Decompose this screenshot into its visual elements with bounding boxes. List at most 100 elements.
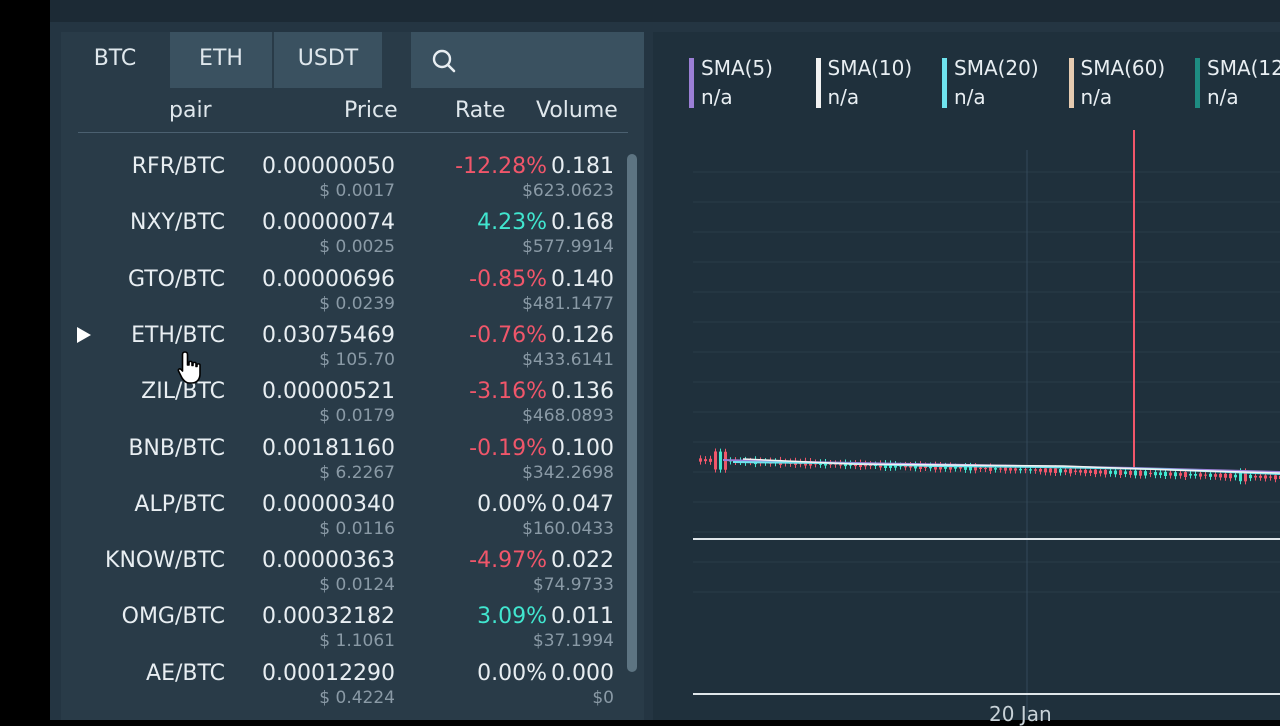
price-usd: $ 0.0025 [319,237,395,258]
change-rate: 4.23% [477,210,547,236]
volume-usd: $0 [592,687,614,708]
price-usd: $ 0.0124 [319,575,395,596]
legend-value: n/a [954,85,986,109]
volume-usd: $74.9733 [532,575,614,596]
market-row[interactable]: RFR/BTC 0.00000050 $ 0.0017 -12.28% 0.181 $62… [61,150,644,206]
change-rate: 0.00% [477,660,547,686]
price-value: 0.03075469 [262,322,395,348]
legend-value: n/a [1207,85,1239,109]
market-row[interactable]: ZIL/BTC 0.00000521 $ 0.0179 -3.16% 0.136 $468… [61,375,644,431]
legend-label: SMA(20) [954,56,1039,80]
price-value: 0.00000050 [262,154,395,179]
market-panel: BTC ETH USDT pair Price Rate Volume RFR/… [61,32,644,720]
market-row[interactable]: NXY/BTC 0.00000074 $ 0.0025 4.23% 0.168 $577.… [61,206,644,262]
price-value: 0.00000521 [262,379,395,405]
pair-name: RFR/BTC [131,154,225,179]
price-usd: $ 6.2267 [319,462,395,483]
legend-item: SMA(12 n/a [1195,54,1280,112]
market-row[interactable]: KNOW/BTC 0.00000363 $ 0.0124 -4.97% 0.022 $74… [61,544,644,600]
app-window: BTC ETH USDT pair Price Rate Volume RFR/… [50,0,1280,726]
legend-label: SMA(10) [827,56,913,80]
volume-usd: $481.1477 [522,293,614,314]
change-rate: -0.76% [469,322,547,348]
volume-value: 0.126 [551,322,614,348]
column-header-volume[interactable]: Volume [536,98,618,123]
volume-value: 0.136 [551,379,614,405]
legend-value: n/a [1080,85,1113,109]
market-row[interactable]: AE/BTC 0.00012290 $ 0.4224 0.00% 0.000 $0 [61,657,644,713]
volume-usd: $623.0623 [522,181,614,201]
volume-value: 0.181 [551,154,614,179]
header-divider [78,132,628,133]
column-header-price[interactable]: Price [344,98,398,123]
tab-usdt[interactable]: USDT [274,32,382,88]
volume-value: 0.011 [551,604,614,630]
legend-color-swatch [1195,58,1200,108]
volume-value: 0.100 [551,435,614,461]
change-rate: 3.09% [477,604,547,630]
column-header-pair[interactable]: pair [169,98,212,123]
market-row[interactable]: OMG/BTC 0.00032182 $ 1.1061 3.09% 0.011 $37.1… [61,600,644,656]
selected-row-arrow-icon [77,326,91,343]
market-row[interactable]: ALP/BTC 0.00000340 $ 0.0116 0.00% 0.047 $160.… [61,488,644,544]
top-bar [50,0,1280,22]
pair-name: ETH/BTC [131,322,225,348]
price-value: 0.00181160 [262,435,395,461]
market-row[interactable]: ETH/BTC 0.03075469 $ 105.70 -0.76% 0.126 $433… [61,319,644,375]
sma-10-line [742,458,1280,474]
change-rate: -12.28% [455,154,547,179]
market-row[interactable]: BNB/BTC 0.00181160 $ 6.2267 -0.19% 0.100 $342… [61,432,644,488]
pair-name: AE/BTC [146,660,225,686]
price-value: 0.00000340 [262,491,395,517]
legend-item: SMA(60) n/a [1068,54,1166,112]
candlestick-chart[interactable] [653,32,1280,720]
change-rate: -3.16% [469,379,547,405]
chart-panel[interactable]: SMA(5) n/a SMA(10) n/a SMA(20) n/a SMA(60) n/a S… [653,32,1280,726]
legend-label: SMA(5) [701,56,773,80]
change-rate: -0.19% [469,435,547,461]
hand-cursor-icon [177,351,201,384]
search-icon [432,49,456,73]
price-value: 0.00000696 [262,266,395,292]
price-usd: $ 0.0017 [319,181,395,201]
volume-value: 0.000 [551,660,614,686]
volume-usd: $160.0433 [522,518,614,539]
volume-usd: $468.0893 [522,406,614,427]
legend-item: SMA(20) n/a [942,54,1039,112]
legend-value: n/a [701,85,733,109]
price-usd: $ 105.70 [319,349,395,370]
price-usd: $ 0.0179 [319,406,395,427]
volume-value: 0.140 [551,266,614,292]
volume-usd: $433.6141 [522,349,614,370]
pair-name: NXY/BTC [130,210,225,236]
legend-item: SMA(5) n/a [689,54,773,112]
tab-eth[interactable]: ETH [170,32,272,88]
legend-item: SMA(10) n/a [815,54,913,112]
legend-color-swatch [1068,58,1074,108]
price-value: 0.00032182 [262,604,395,630]
volume-value: 0.168 [551,210,614,236]
search-button[interactable] [411,32,644,88]
price-usd: $ 0.4224 [319,687,395,708]
tab-btc[interactable]: BTC [93,46,137,71]
legend-color-swatch [689,58,694,108]
volume-value: 0.047 [551,491,614,517]
market-tabs: BTC ETH USDT [61,32,644,88]
pair-name: BNB/BTC [128,435,225,461]
legend-color-swatch [815,58,821,108]
price-value: 0.00000074 [262,210,395,236]
pair-name: OMG/BTC [121,604,225,630]
legend-label: SMA(60) [1080,56,1166,80]
volume-value: 0.022 [551,548,614,574]
legend-color-swatch [942,58,947,108]
legend-value: n/a [827,85,860,109]
price-usd: $ 0.0116 [319,518,395,539]
pair-name: ALP/BTC [134,491,225,517]
change-rate: -4.97% [469,548,547,574]
price-usd: $ 0.0239 [319,293,395,314]
column-header-rate[interactable]: Rate [455,98,506,123]
market-row[interactable]: GTO/BTC 0.00000696 $ 0.0239 -0.85% 0.140 $481… [61,263,644,319]
pair-name: GTO/BTC [127,266,225,292]
market-list-scrollbar[interactable] [627,154,637,672]
price-value: 0.00012290 [262,660,395,686]
